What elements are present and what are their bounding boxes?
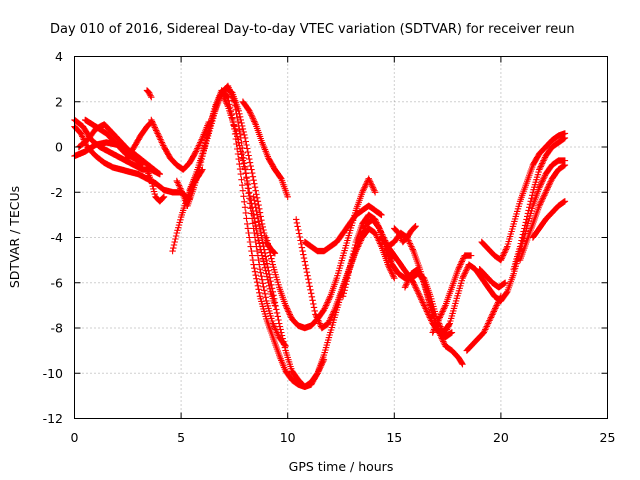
y-tick-label: -12 — [43, 411, 63, 426]
series-arc-08 — [148, 116, 212, 173]
plus-markers — [169, 166, 206, 255]
series-arc-18 — [263, 175, 379, 332]
axes: 0 5 10 15 20 25 -12 -10 -8 -6 -4 -2 0 2 4 — [43, 49, 616, 445]
x-tick-label: 15 — [386, 430, 402, 445]
series-arc-26 — [429, 252, 475, 336]
plus-markers — [401, 157, 569, 341]
y-tick-label: -2 — [51, 185, 63, 200]
plus-markers — [391, 223, 419, 246]
chart-title: Day 010 of 2016, Sidereal Day-to-day VTE… — [50, 22, 575, 37]
series-arc-20 — [301, 202, 385, 255]
plus-markers — [122, 118, 155, 164]
series-arc-14 — [199, 82, 289, 350]
plus-markers — [463, 293, 505, 354]
plus-markers — [529, 198, 569, 241]
y-tick-label: -6 — [51, 275, 64, 290]
plus-markers — [199, 82, 289, 350]
plus-markers — [301, 202, 385, 255]
plus-markers — [173, 85, 279, 257]
series-arc-15 — [220, 94, 279, 309]
x-tick-label: 20 — [493, 430, 509, 445]
plus-markers — [429, 252, 475, 336]
plus-markers — [510, 134, 569, 273]
x-axis-label: GPS time / hours — [289, 459, 394, 474]
y-tick-label: -4 — [51, 230, 64, 245]
plus-markers — [476, 266, 509, 291]
series-arc-31 — [510, 134, 569, 273]
series-arc-16 — [239, 98, 291, 200]
plus-markers — [239, 98, 291, 200]
series-arc-28 — [476, 266, 509, 291]
y-tick-label: -8 — [51, 321, 64, 336]
series-arc-25 — [401, 157, 569, 341]
series-arc-27 — [463, 293, 505, 354]
plus-markers — [143, 87, 155, 101]
series-arc-24 — [391, 223, 419, 246]
plus-markers — [263, 175, 379, 332]
y-tick-label: 0 — [55, 140, 63, 155]
plus-markers — [143, 166, 168, 205]
series-arc-07 — [143, 87, 155, 101]
x-tick-label: 25 — [600, 430, 616, 445]
series-arc-11 — [169, 166, 206, 255]
series-arc-12 — [173, 85, 279, 257]
series-arc-10 — [143, 166, 168, 205]
plus-markers — [497, 130, 569, 264]
plus-markers — [148, 116, 212, 173]
y-tick-label: 4 — [55, 49, 63, 64]
series-arc-06 — [122, 118, 155, 164]
x-tick-label: 5 — [177, 430, 185, 445]
series-arc-30 — [497, 130, 569, 264]
data-marks — [71, 82, 569, 390]
y-tick-label: -10 — [43, 366, 63, 381]
plus-markers — [516, 161, 569, 264]
x-tick-label: 10 — [280, 430, 296, 445]
series-arc-32 — [516, 161, 569, 264]
x-tick-label: 0 — [71, 430, 79, 445]
plus-markers — [220, 94, 279, 309]
series-arc-33 — [529, 198, 569, 241]
y-tick-label: 2 — [55, 94, 63, 109]
y-axis-label: SDTVAR / TECUs — [7, 186, 22, 288]
